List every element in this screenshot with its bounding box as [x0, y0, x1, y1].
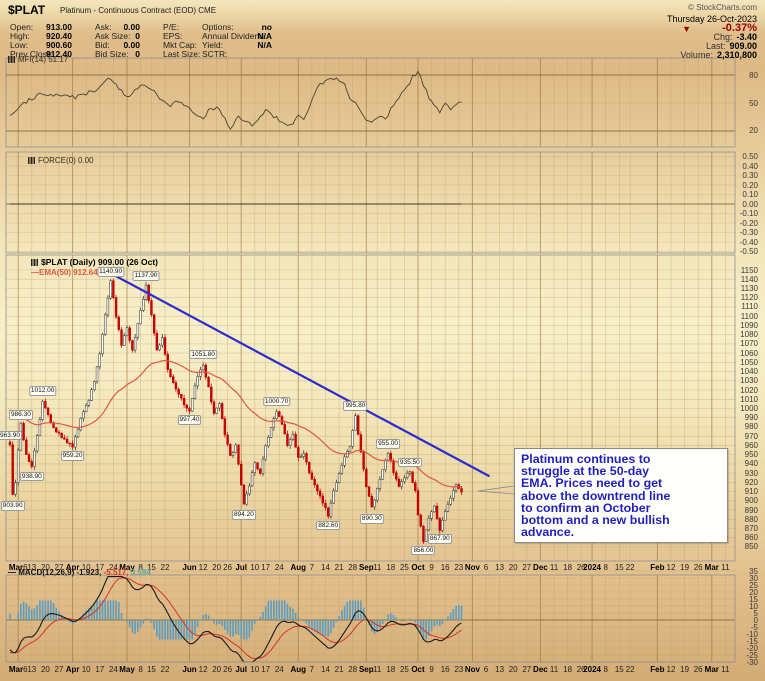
annotation-line: above the downtrend line	[521, 488, 671, 503]
change-row: Chg: -3.40	[713, 32, 757, 42]
copyright: © StockCharts.com	[687, 3, 757, 12]
price-title-text: $PLAT (Daily) 909.00 (26 Oct)	[41, 257, 158, 267]
macd-label-text: — MACD(12,26,9) -1.923,	[8, 568, 102, 577]
force-label-text: FORCE(0) 0.00	[38, 156, 94, 165]
down-arrow-icon: ▼	[682, 24, 691, 34]
chg-label: Chg:	[713, 32, 733, 42]
last-value: 909.00	[729, 41, 757, 51]
volume-value: 2,310,800	[716, 50, 757, 60]
chart-icon	[31, 259, 38, 266]
candles	[8, 278, 463, 544]
macd-indicator-label: — MACD(12,26,9) -1.923, -5.517, 3.594	[8, 568, 151, 577]
symbol-description: Platinum - Continuous Contract (EOD) CME	[60, 6, 217, 15]
annotation-line: advance.	[521, 525, 575, 540]
indicator-icon	[8, 56, 15, 63]
volume-row: Volume: 2,310,800	[680, 50, 757, 60]
symbol-title: $PLAT	[8, 3, 46, 17]
indicator-icon	[28, 157, 35, 164]
annotation-line: struggle at the 50-day	[521, 464, 650, 479]
mfi-indicator-label: MFI(14) 51.17	[8, 55, 68, 64]
mfi-label-text: MFI(14) 51.17	[18, 55, 69, 64]
volume-label: Volume:	[680, 50, 713, 60]
last-label: Last:	[705, 41, 726, 51]
annotation-line: Platinum continues to	[521, 452, 651, 466]
annotation-box: Platinum continues to struggle at the 50-…	[514, 448, 728, 544]
quote-date: Thursday 26-Oct-2023	[666, 14, 757, 24]
ema-legend: —EMA(50) 912.64	[31, 267, 98, 277]
change-percent: -0.37%	[722, 22, 757, 34]
macd-histogram	[9, 600, 463, 640]
last-row: Last: 909.00	[706, 41, 757, 51]
price-chart-title: $PLAT (Daily) 909.00 (26 Oct)	[31, 257, 158, 267]
annotation-line: bottom and a new bullish	[521, 513, 670, 528]
annotation-line: EMA. Prices need to get	[521, 476, 663, 491]
annotation-line: to confirm an October	[521, 500, 651, 515]
force-indicator-label: FORCE(0) 0.00	[28, 156, 94, 165]
chg-value: -3.40	[736, 32, 757, 42]
macd-signal-value: -5.517,	[103, 568, 129, 577]
macd-histogram-value: 3.594	[130, 568, 151, 577]
